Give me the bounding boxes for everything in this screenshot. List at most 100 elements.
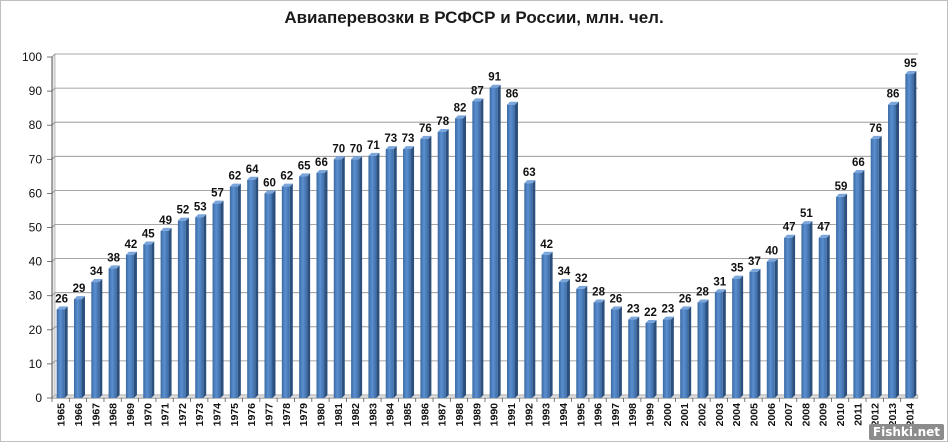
x-tick-label: 1965: [56, 403, 68, 427]
bar: [455, 118, 464, 398]
data-label: 87: [471, 85, 484, 97]
data-label: 47: [817, 222, 830, 234]
x-tick-label: 2013: [887, 403, 899, 427]
bar-side: [861, 169, 865, 398]
bar-side: [480, 98, 484, 398]
x-tick-label: 1982: [350, 403, 362, 427]
bar: [177, 220, 186, 398]
y-tick-label: 20: [29, 323, 43, 337]
bar-top: [247, 176, 259, 180]
bar: [73, 299, 82, 398]
bar-top: [333, 156, 345, 160]
x-tick-label: 2003: [714, 403, 726, 427]
bar-side: [64, 306, 68, 398]
bar-top: [437, 129, 449, 133]
bar-top: [160, 227, 172, 231]
bar-side: [341, 156, 345, 398]
y-tick-label: 50: [29, 221, 43, 235]
bar-side: [220, 200, 224, 398]
bar-top: [281, 183, 293, 187]
bar-top: [610, 306, 622, 310]
x-tick-label: 2005: [748, 403, 760, 427]
x-tick-label: 2004: [731, 403, 743, 427]
bar: [524, 183, 533, 398]
bar-side: [463, 115, 467, 398]
x-tick-label: 1974: [212, 403, 224, 427]
data-label: 51: [800, 208, 813, 220]
bar: [818, 237, 827, 398]
bar-side: [289, 183, 293, 398]
bar-top: [125, 251, 137, 255]
bar: [576, 288, 585, 398]
bar: [558, 282, 567, 398]
bar: [368, 155, 377, 398]
data-label: 28: [696, 287, 709, 299]
bar: [125, 254, 134, 398]
bar-top: [264, 190, 276, 194]
y-tick-label: 90: [29, 84, 43, 98]
bar-side: [774, 258, 778, 398]
x-tick-label: 1971: [160, 403, 172, 427]
bar-side: [740, 275, 744, 398]
bar-side: [878, 135, 882, 398]
data-label: 60: [263, 177, 276, 189]
bar-side: [116, 265, 120, 398]
data-label: 28: [592, 287, 605, 299]
y-tick-label: 10: [29, 357, 43, 371]
data-label: 59: [835, 181, 848, 193]
data-label: 23: [661, 304, 674, 316]
bar-side: [792, 234, 796, 398]
bar-top: [56, 306, 68, 310]
x-tick-label: 1981: [333, 403, 345, 427]
bar-side: [411, 146, 415, 398]
bar: [281, 186, 290, 398]
y-tick-label: 0: [35, 391, 42, 405]
bar-side: [618, 306, 622, 398]
bar: [749, 271, 758, 398]
data-label: 26: [610, 293, 623, 305]
x-tick-label: 1970: [142, 403, 154, 427]
data-label: 76: [419, 123, 432, 135]
bar-side: [445, 129, 449, 398]
bar: [143, 244, 152, 398]
bar: [610, 309, 619, 398]
x-tick-label: 1972: [177, 403, 189, 427]
data-label: 47: [783, 222, 796, 234]
bar-top: [91, 279, 103, 283]
bar-side: [670, 316, 674, 398]
bar: [662, 319, 671, 398]
bar: [108, 268, 117, 398]
bar-top: [766, 258, 778, 262]
x-tick-label: 1984: [385, 403, 397, 427]
data-label: 73: [402, 133, 415, 145]
x-tick-label: 1967: [90, 403, 102, 427]
bar-side: [81, 296, 85, 398]
bar-top: [299, 173, 311, 177]
x-tick-label: 1986: [419, 403, 431, 427]
bar-top: [645, 319, 657, 323]
bar: [541, 254, 550, 398]
bar: [56, 309, 65, 398]
x-tick-label: 1995: [575, 403, 587, 427]
data-label: 63: [523, 167, 536, 179]
bar-top: [385, 146, 397, 150]
data-label: 95: [904, 58, 917, 70]
data-label: 38: [107, 252, 120, 264]
bar-side: [393, 146, 397, 398]
data-label: 42: [125, 239, 138, 251]
chart-title: Авиаперевозки в РСФСР и России, млн. чел…: [284, 8, 664, 27]
x-tick-label: 1980: [315, 403, 327, 427]
x-tick-label: 1966: [73, 403, 85, 427]
bar-side: [514, 101, 518, 399]
bar-side: [809, 221, 813, 398]
bar-top: [662, 316, 674, 320]
data-label: 66: [315, 157, 328, 169]
bar-top: [403, 146, 415, 150]
x-tick-label: 1998: [627, 403, 639, 427]
bar-side: [168, 227, 172, 398]
data-label: 71: [367, 140, 380, 152]
data-label: 26: [679, 293, 692, 305]
data-label: 34: [90, 266, 103, 278]
bar: [784, 237, 793, 398]
bar-side: [636, 316, 640, 398]
